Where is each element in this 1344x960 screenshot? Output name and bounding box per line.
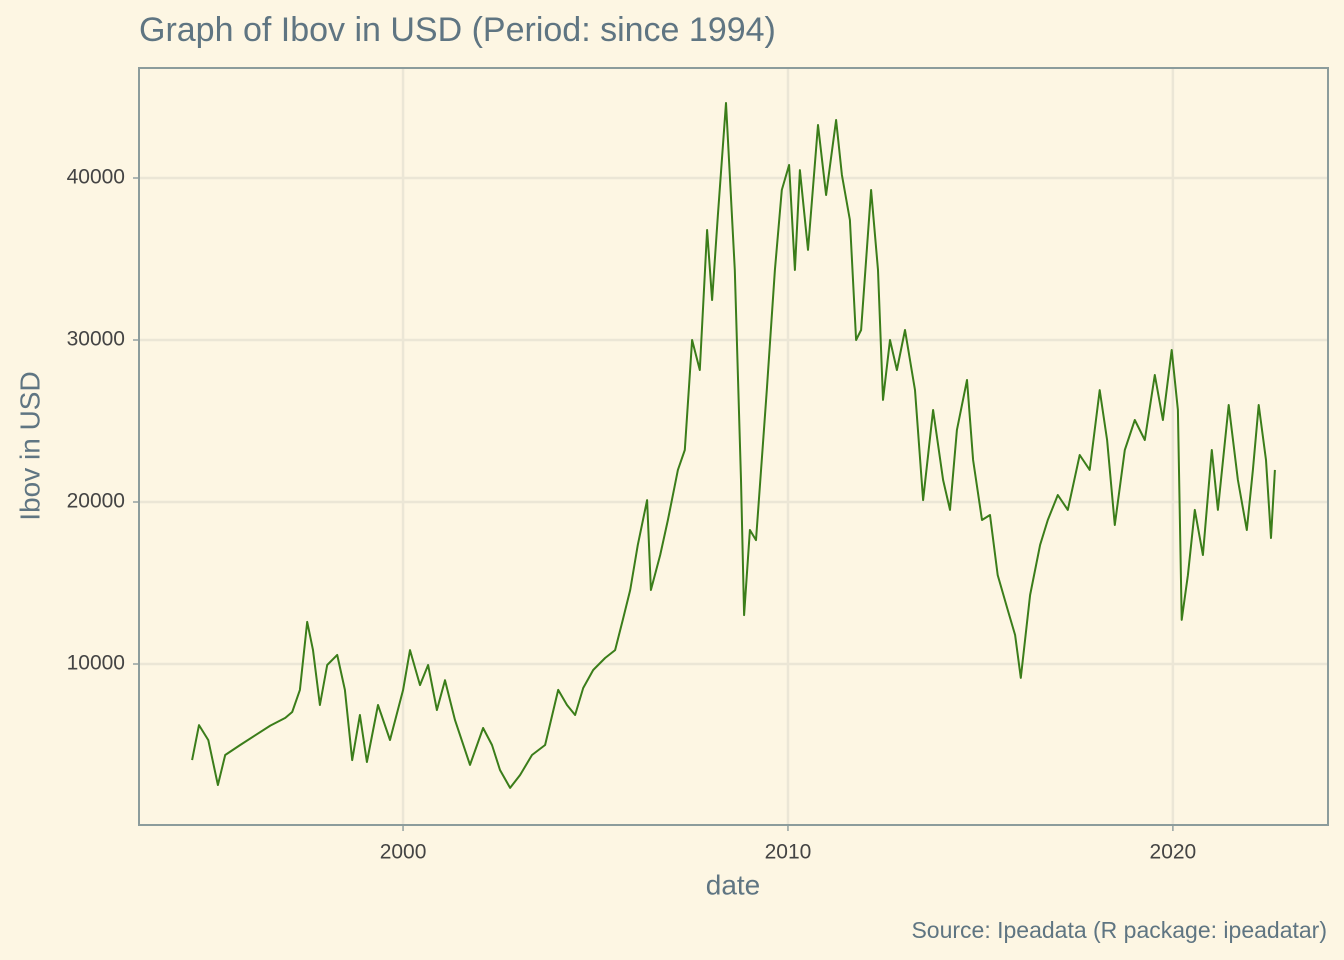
caption: Source: Ipeadata (R package: ipeadatar) [911, 917, 1327, 943]
y-tick-label: 20000 [67, 490, 125, 513]
chart-title: Graph of Ibov in USD (Period: since 1994… [139, 11, 776, 49]
y-tick-label: 30000 [67, 328, 125, 351]
x-tick-label: 2000 [380, 841, 427, 864]
x-tick-label: 2020 [1150, 841, 1197, 864]
y-axis-label: Ibov in USD [14, 371, 45, 520]
y-tick-label: 10000 [67, 652, 125, 675]
x-tick-label: 2010 [765, 841, 812, 864]
y-tick-label: 40000 [67, 166, 125, 189]
x-axis-label: date [706, 869, 761, 900]
panel-border [138, 67, 1329, 826]
data-line [191, 102, 1276, 789]
